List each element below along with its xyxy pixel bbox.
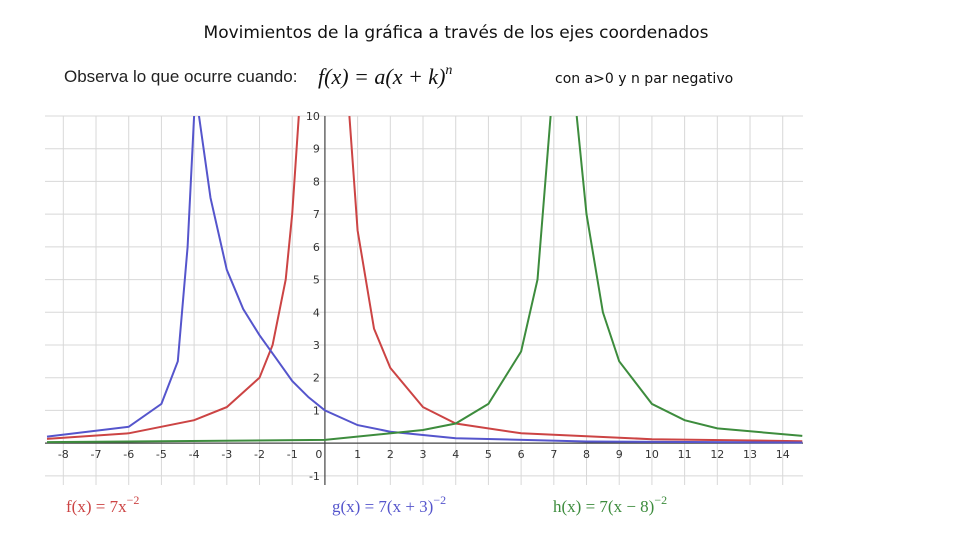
- x-tick-label: -7: [91, 448, 102, 461]
- y-tick-label: 2: [313, 372, 320, 385]
- x-tick-label: 11: [678, 448, 692, 461]
- formula-base: f(x) = a(x + k): [318, 64, 445, 89]
- y-tick-label: -1: [309, 470, 320, 483]
- x-tick-label: -3: [221, 448, 232, 461]
- y-tick-label: 1: [313, 404, 320, 417]
- legend-label: g(x) = 7(x + 3): [332, 497, 433, 516]
- y-tick-label: 5: [313, 274, 320, 287]
- y-tick-label: 8: [313, 175, 320, 188]
- legend-entry: f(x) = 7x−2: [66, 493, 139, 516]
- x-tick-label: -1: [287, 448, 298, 461]
- title: Movimientos de la gráfica a través de lo…: [204, 23, 709, 43]
- y-tick-label: 10: [306, 110, 320, 123]
- x-tick-label: -5: [156, 448, 167, 461]
- grid: [45, 115, 803, 485]
- legend-exponent: −2: [127, 493, 140, 507]
- legend-entry: g(x) = 7(x + 3)−2: [332, 493, 446, 516]
- legend-exponent: −2: [654, 493, 667, 507]
- legend-label: f(x) = 7x: [66, 497, 127, 516]
- note: con a>0 y n par negativo: [555, 71, 733, 87]
- y-tick-label: 9: [313, 143, 320, 156]
- legend-label: h(x) = 7(x − 8): [553, 497, 654, 516]
- x-tick-label: -2: [254, 448, 265, 461]
- x-tick-label: 13: [743, 448, 757, 461]
- x-tick-label: 0: [315, 448, 322, 461]
- formula: f(x) = a(x + k)n: [318, 63, 452, 89]
- x-tick-label: 14: [776, 448, 790, 461]
- legend-entry: h(x) = 7(x − 8)−2: [553, 493, 667, 516]
- formula-exponent: n: [445, 63, 452, 78]
- x-tick-label: 1: [354, 448, 361, 461]
- x-tick-label: 12: [710, 448, 724, 461]
- curves: [46, 116, 803, 444]
- x-tick-label: 2: [387, 448, 394, 461]
- x-tick-label: 9: [616, 448, 623, 461]
- plot-area: [45, 116, 803, 485]
- x-tick-label: -4: [189, 448, 200, 461]
- x-tick-label: -6: [123, 448, 134, 461]
- y-tick-label: 6: [313, 241, 320, 254]
- x-tick-label: 8: [583, 448, 590, 461]
- curve: [46, 116, 803, 444]
- x-tick-label: 5: [485, 448, 492, 461]
- y-tick-label: 3: [313, 339, 320, 352]
- x-tick-label: 3: [420, 448, 427, 461]
- y-tick-label: 4: [313, 306, 320, 319]
- x-tick-label: 10: [645, 448, 659, 461]
- legend-exponent: −2: [433, 493, 446, 507]
- x-tick-label: 7: [550, 448, 557, 461]
- labels: -8 -7 -6 -5 -4 -3 -2 -1 0 1 2 3 4 5 6 7 8 9 10 11 12 13 14-112…: [58, 110, 790, 516]
- x-tick-label: 6: [518, 448, 525, 461]
- y-tick-label: 7: [313, 208, 320, 221]
- x-tick-label: 4: [452, 448, 459, 461]
- curve: [46, 116, 803, 443]
- subtitle: Observa lo que ocurre cuando:: [64, 67, 297, 86]
- x-tick-label: -8: [58, 448, 69, 461]
- curve: [46, 116, 803, 444]
